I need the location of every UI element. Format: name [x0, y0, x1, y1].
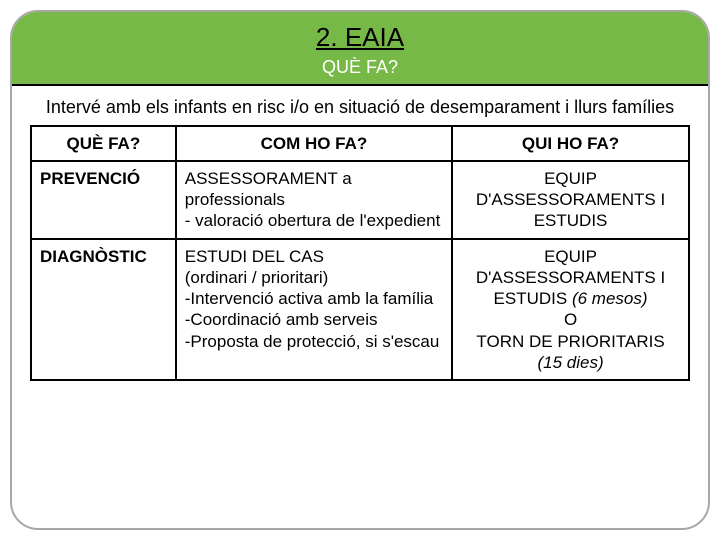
row1-left: DIAGNÒSTIC	[31, 239, 176, 381]
row1-mid-line4: -Proposta de protecció, si s'escau	[185, 332, 440, 351]
row1-right-line3: TORN DE PRIORITARIS	[476, 332, 664, 351]
col-header-left: QUÈ FA?	[31, 126, 176, 161]
row0-right: EQUIP D'ASSESSORAMENTS I ESTUDIS	[452, 161, 689, 239]
row1-mid: ESTUDI DEL CAS (ordinari / prioritari) -…	[176, 239, 452, 381]
table-header-row: QUÈ FA? COM HO FA? QUI HO FA?	[31, 126, 689, 161]
col-header-mid: COM HO FA?	[176, 126, 452, 161]
slide-subtitle: QUÈ FA?	[12, 55, 708, 84]
row0-mid-line1: - valoració obertura de l'expedient	[185, 211, 441, 230]
slide-frame: 2. EAIA QUÈ FA? Intervé amb els infants …	[10, 10, 710, 530]
row0-mid: ASSESSORAMENT a professionals - valoraci…	[176, 161, 452, 239]
header-band: 2. EAIA QUÈ FA?	[12, 12, 708, 86]
content-table: QUÈ FA? COM HO FA? QUI HO FA? PREVENCIÓ …	[30, 125, 690, 382]
row1-mid-line1: (ordinari / prioritari)	[185, 268, 329, 287]
row1-right-line1: (6 mesos)	[572, 289, 648, 308]
row1-right: EQUIP D'ASSESSORAMENTS I ESTUDIS (6 meso…	[452, 239, 689, 381]
row1-mid-line0: ESTUDI DEL CAS	[185, 247, 324, 266]
table-row: DIAGNÒSTIC ESTUDI DEL CAS (ordinari / pr…	[31, 239, 689, 381]
row0-left: PREVENCIÓ	[31, 161, 176, 239]
row1-right-line2: O	[564, 310, 577, 329]
slide-title: 2. EAIA	[12, 18, 708, 55]
table-row: PREVENCIÓ ASSESSORAMENT a professionals …	[31, 161, 689, 239]
col-header-right: QUI HO FA?	[452, 126, 689, 161]
row1-right-line4: (15 dies)	[537, 353, 603, 372]
row0-mid-line0: ASSESSORAMENT a professionals	[185, 169, 352, 209]
row0-right-line0: EQUIP D'ASSESSORAMENTS I ESTUDIS	[476, 169, 665, 231]
row1-mid-line3: -Coordinació amb serveis	[185, 310, 378, 329]
intro-text: Intervé amb els infants en risc i/o en s…	[12, 86, 708, 125]
row1-mid-line2: -Intervenció activa amb la família	[185, 289, 434, 308]
